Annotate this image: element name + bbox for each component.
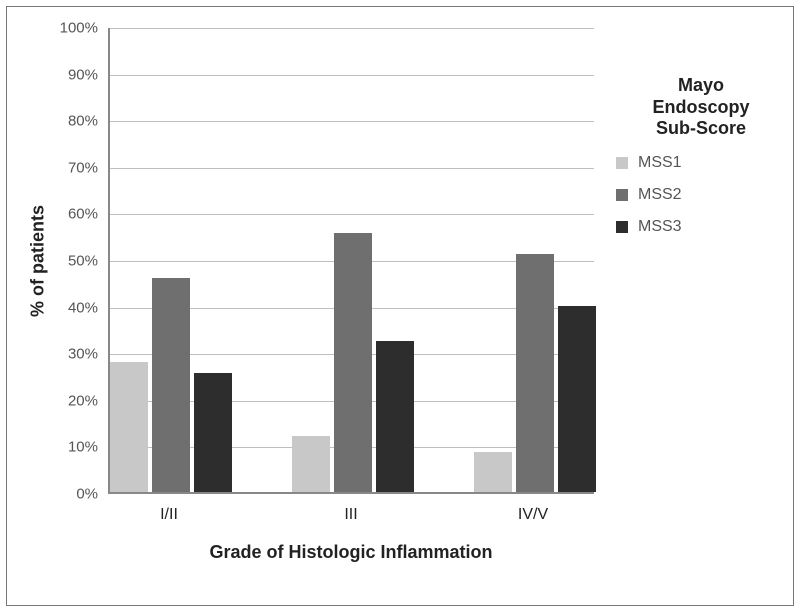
legend: MayoEndoscopySub-Score MSS1 MSS2 MSS3 <box>616 75 786 250</box>
bar <box>152 278 190 492</box>
y-tick-label: 60% <box>68 206 98 223</box>
gridline <box>110 214 594 215</box>
legend-label: MSS2 <box>638 186 682 204</box>
y-tick-label: 20% <box>68 392 98 409</box>
legend-title-line: Endoscopy <box>616 97 786 119</box>
plot-area <box>108 28 594 494</box>
y-tick-label: 40% <box>68 299 98 316</box>
legend-swatch <box>616 189 628 201</box>
bar <box>194 373 232 492</box>
bar <box>558 306 596 492</box>
legend-title-line: Sub-Score <box>616 118 786 140</box>
y-tick-label: 30% <box>68 346 98 363</box>
legend-item: MSS1 <box>616 154 786 172</box>
y-tick-label: 70% <box>68 159 98 176</box>
y-tick-label: 10% <box>68 439 98 456</box>
bar <box>474 452 512 492</box>
y-tick-label: 100% <box>60 20 98 37</box>
y-axis-title: % of patients <box>28 205 49 317</box>
legend-swatch <box>616 221 628 233</box>
y-tick-label: 80% <box>68 113 98 130</box>
y-tick-label: 50% <box>68 253 98 270</box>
gridline <box>110 168 594 169</box>
x-tick-label: I/II <box>160 506 178 524</box>
bar <box>110 362 148 492</box>
bar <box>516 254 554 492</box>
bar <box>292 436 330 492</box>
gridline <box>110 121 594 122</box>
legend-label: MSS3 <box>638 218 682 236</box>
legend-item: MSS3 <box>616 218 786 236</box>
y-tick-label: 90% <box>68 66 98 83</box>
x-tick-label: III <box>344 506 357 524</box>
x-tick-label: IV/V <box>518 506 548 524</box>
legend-label: MSS1 <box>638 154 682 172</box>
x-axis-title: Grade of Histologic Inflammation <box>209 542 492 563</box>
legend-title: MayoEndoscopySub-Score <box>616 75 786 140</box>
bar <box>376 341 414 492</box>
chart-figure: % of patients Grade of Histologic Inflam… <box>0 0 800 612</box>
legend-title-line: Mayo <box>616 75 786 97</box>
gridline <box>110 28 594 29</box>
legend-item: MSS2 <box>616 186 786 204</box>
y-tick-label: 0% <box>76 486 98 503</box>
legend-swatch <box>616 157 628 169</box>
bar <box>334 233 372 492</box>
legend-items: MSS1 MSS2 MSS3 <box>616 154 786 236</box>
gridline <box>110 75 594 76</box>
